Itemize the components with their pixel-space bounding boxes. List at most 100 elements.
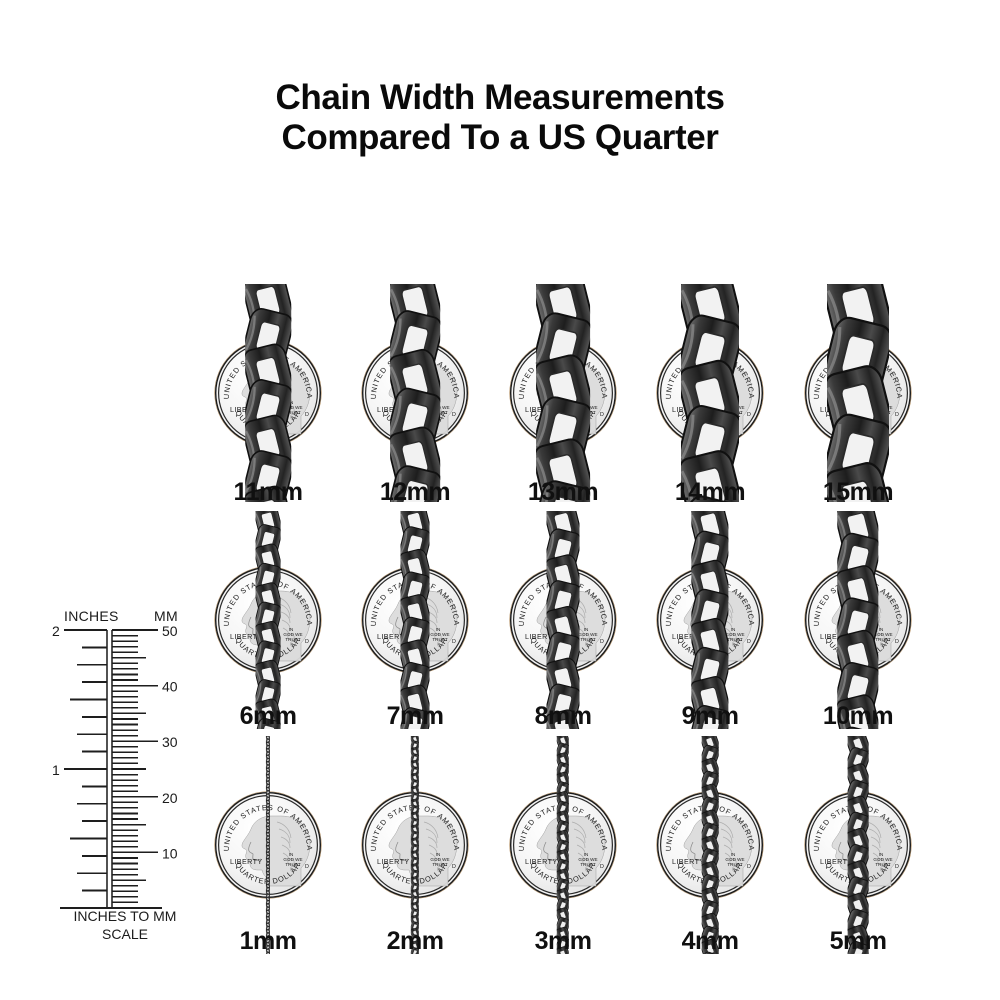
ruler-caption: INCHES TO MM SCALE [50, 908, 200, 943]
coin-mintmark: D [600, 864, 604, 870]
coin-mintmark: D [452, 412, 456, 418]
coin-motto-line-1: IN [731, 852, 736, 857]
coin-liberty-legend: LIBERTY [820, 857, 853, 866]
coin-motto-line-3: TRUST [875, 637, 891, 642]
coin-motto-line-3: TRUST [580, 862, 596, 867]
coin-motto-line-1: IN [436, 627, 441, 632]
ruler-mm-label-10: 10 [162, 845, 178, 861]
chain-graphic [245, 284, 291, 502]
chain-sample-12mm: UNITED STATES OF AMERICA QUARTER DOLLAR … [340, 284, 490, 506]
chain-width-label-13mm: 13mm [527, 478, 599, 506]
coin-mintmark: D [305, 864, 309, 870]
coin-and-chain-11mm: UNITED STATES OF AMERICA QUARTER DOLLAR … [193, 284, 343, 502]
coin-and-chain-14mm: UNITED STATES OF AMERICA QUARTER DOLLAR … [635, 284, 785, 502]
chain-sample-13mm: UNITED STATES OF AMERICA QUARTER DOLLAR … [488, 284, 638, 506]
chain-width-label-6mm: 6mm [239, 702, 297, 730]
chain-13mm [536, 284, 590, 502]
chain-sample-14mm: UNITED STATES OF AMERICA QUARTER DOLLAR … [635, 284, 785, 506]
coin-and-chain-2mm: UNITED STATES OF AMERICA QUARTER DOLLAR … [340, 736, 490, 954]
coin-motto-line-2: GOD WE [578, 632, 597, 637]
coin-mintmark: D [305, 639, 309, 645]
chain-graphic [556, 736, 570, 954]
chain-graphic [837, 511, 879, 729]
coin-motto-line-2: GOD WE [430, 857, 449, 862]
chain-width-label-12mm: 12mm [379, 478, 451, 506]
coin-mintmark: D [600, 412, 604, 418]
chain-sample-4mm: UNITED STATES OF AMERICA QUARTER DOLLAR … [635, 736, 785, 955]
chain-9mm [691, 511, 729, 729]
chain-sample-3mm: UNITED STATES OF AMERICA QUARTER DOLLAR … [488, 736, 638, 955]
coin-liberty-legend: LIBERTY [672, 632, 705, 641]
coin-liberty-legend: LIBERTY [525, 632, 558, 641]
ruler-mm-label-50: 50 [162, 626, 178, 639]
chain-width-label-8mm: 8mm [534, 702, 592, 730]
coin-mintmark: D [747, 412, 751, 418]
chain-graphic [400, 511, 430, 729]
coin-and-chain-7mm: UNITED STATES OF AMERICA QUARTER DOLLAR … [340, 511, 490, 729]
ruler-inch-label-2: 2 [52, 626, 60, 639]
coin-motto-line-1: IN [731, 627, 736, 632]
coin-motto-line-1: IN [879, 627, 884, 632]
coin-motto-line-2: GOD WE [578, 857, 597, 862]
chain-sample-11mm: UNITED STATES OF AMERICA QUARTER DOLLAR … [193, 284, 343, 506]
ruler-caption-line-1: INCHES TO MM [73, 908, 177, 924]
coin-liberty-legend: LIBERTY [230, 632, 263, 641]
coin-motto-line-1: IN [289, 627, 294, 632]
coin-motto-line-3: TRUST [875, 862, 891, 867]
title-line-1: Chain Width Measurements [275, 78, 725, 117]
coin-mintmark: D [747, 864, 751, 870]
chain-6mm [255, 511, 281, 729]
chain-3mm [556, 736, 570, 954]
coin-and-chain-6mm: UNITED STATES OF AMERICA QUARTER DOLLAR … [193, 511, 343, 729]
coin-liberty-legend: LIBERTY [820, 632, 853, 641]
chain-graphic [536, 284, 590, 502]
chain-width-label-7mm: 7mm [386, 702, 444, 730]
ruler-header-mm: MM [154, 608, 178, 624]
coin-motto-line-2: GOD WE [873, 857, 892, 862]
coin-mintmark: D [600, 639, 604, 645]
coin-mintmark: D [895, 864, 899, 870]
coin-and-chain-9mm: UNITED STATES OF AMERICA QUARTER DOLLAR … [635, 511, 785, 729]
page-title: Chain Width Measurements Compared To a U… [0, 78, 1000, 159]
ruler-caption-line-2: SCALE [102, 925, 148, 942]
coin-motto-line-2: GOD WE [725, 632, 744, 637]
coin-motto-line-1: IN [436, 852, 441, 857]
coin-and-chain-13mm: UNITED STATES OF AMERICA QUARTER DOLLAR … [488, 284, 638, 502]
coin-motto-line-3: TRUST [285, 410, 301, 415]
coin-and-chain-15mm: UNITED STATES OF AMERICA QUARTER DOLLAR … [783, 284, 933, 502]
coin-motto-line-1: IN [584, 852, 589, 857]
chain-11mm [245, 284, 291, 502]
chain-graphic [410, 736, 420, 954]
coin-mintmark: D [452, 639, 456, 645]
chain-graphic [255, 511, 281, 729]
chain-graphic [546, 511, 580, 729]
chain-sample-15mm: UNITED STATES OF AMERICA QUARTER DOLLAR … [783, 284, 933, 506]
ruler-mm-label-20: 20 [162, 790, 178, 806]
coin-and-chain-1mm: UNITED STATES OF AMERICA QUARTER DOLLAR … [193, 736, 343, 954]
inches-to-mm-ruler: INCHES MM [50, 608, 200, 948]
chain-width-label-2mm: 2mm [386, 927, 444, 955]
coin-liberty-legend: LIBERTY [377, 857, 410, 866]
coin-liberty-legend: LIBERTY [525, 857, 558, 866]
chain-4mm [701, 736, 719, 954]
chain-12mm [390, 284, 440, 502]
chain-graphic [681, 284, 739, 502]
chain-sample-6mm: UNITED STATES OF AMERICA QUARTER DOLLAR … [193, 511, 343, 730]
coin-motto-line-2: GOD WE [283, 857, 302, 862]
chain-2mm [410, 736, 420, 954]
chain-sample-8mm: UNITED STATES OF AMERICA QUARTER DOLLAR … [488, 511, 638, 730]
coin-and-chain-3mm: UNITED STATES OF AMERICA QUARTER DOLLAR … [488, 736, 638, 954]
coin-liberty-legend: LIBERTY [230, 857, 263, 866]
coin-motto-line-1: IN [289, 852, 294, 857]
coin-motto-line-2: GOD WE [725, 857, 744, 862]
coin-motto-line-2: GOD WE [430, 632, 449, 637]
coin-motto-line-2: GOD WE [430, 405, 449, 410]
coin-motto-line-3: TRUST [432, 410, 448, 415]
chain-7mm [400, 511, 430, 729]
chain-width-label-4mm: 4mm [681, 927, 739, 955]
chain-width-label-1mm: 1mm [239, 927, 297, 955]
coin-liberty-legend: LIBERTY [377, 632, 410, 641]
chain-1mm [265, 736, 271, 954]
ruler-header-inches: INCHES [64, 608, 119, 624]
coin-motto-line-2: GOD WE [873, 632, 892, 637]
